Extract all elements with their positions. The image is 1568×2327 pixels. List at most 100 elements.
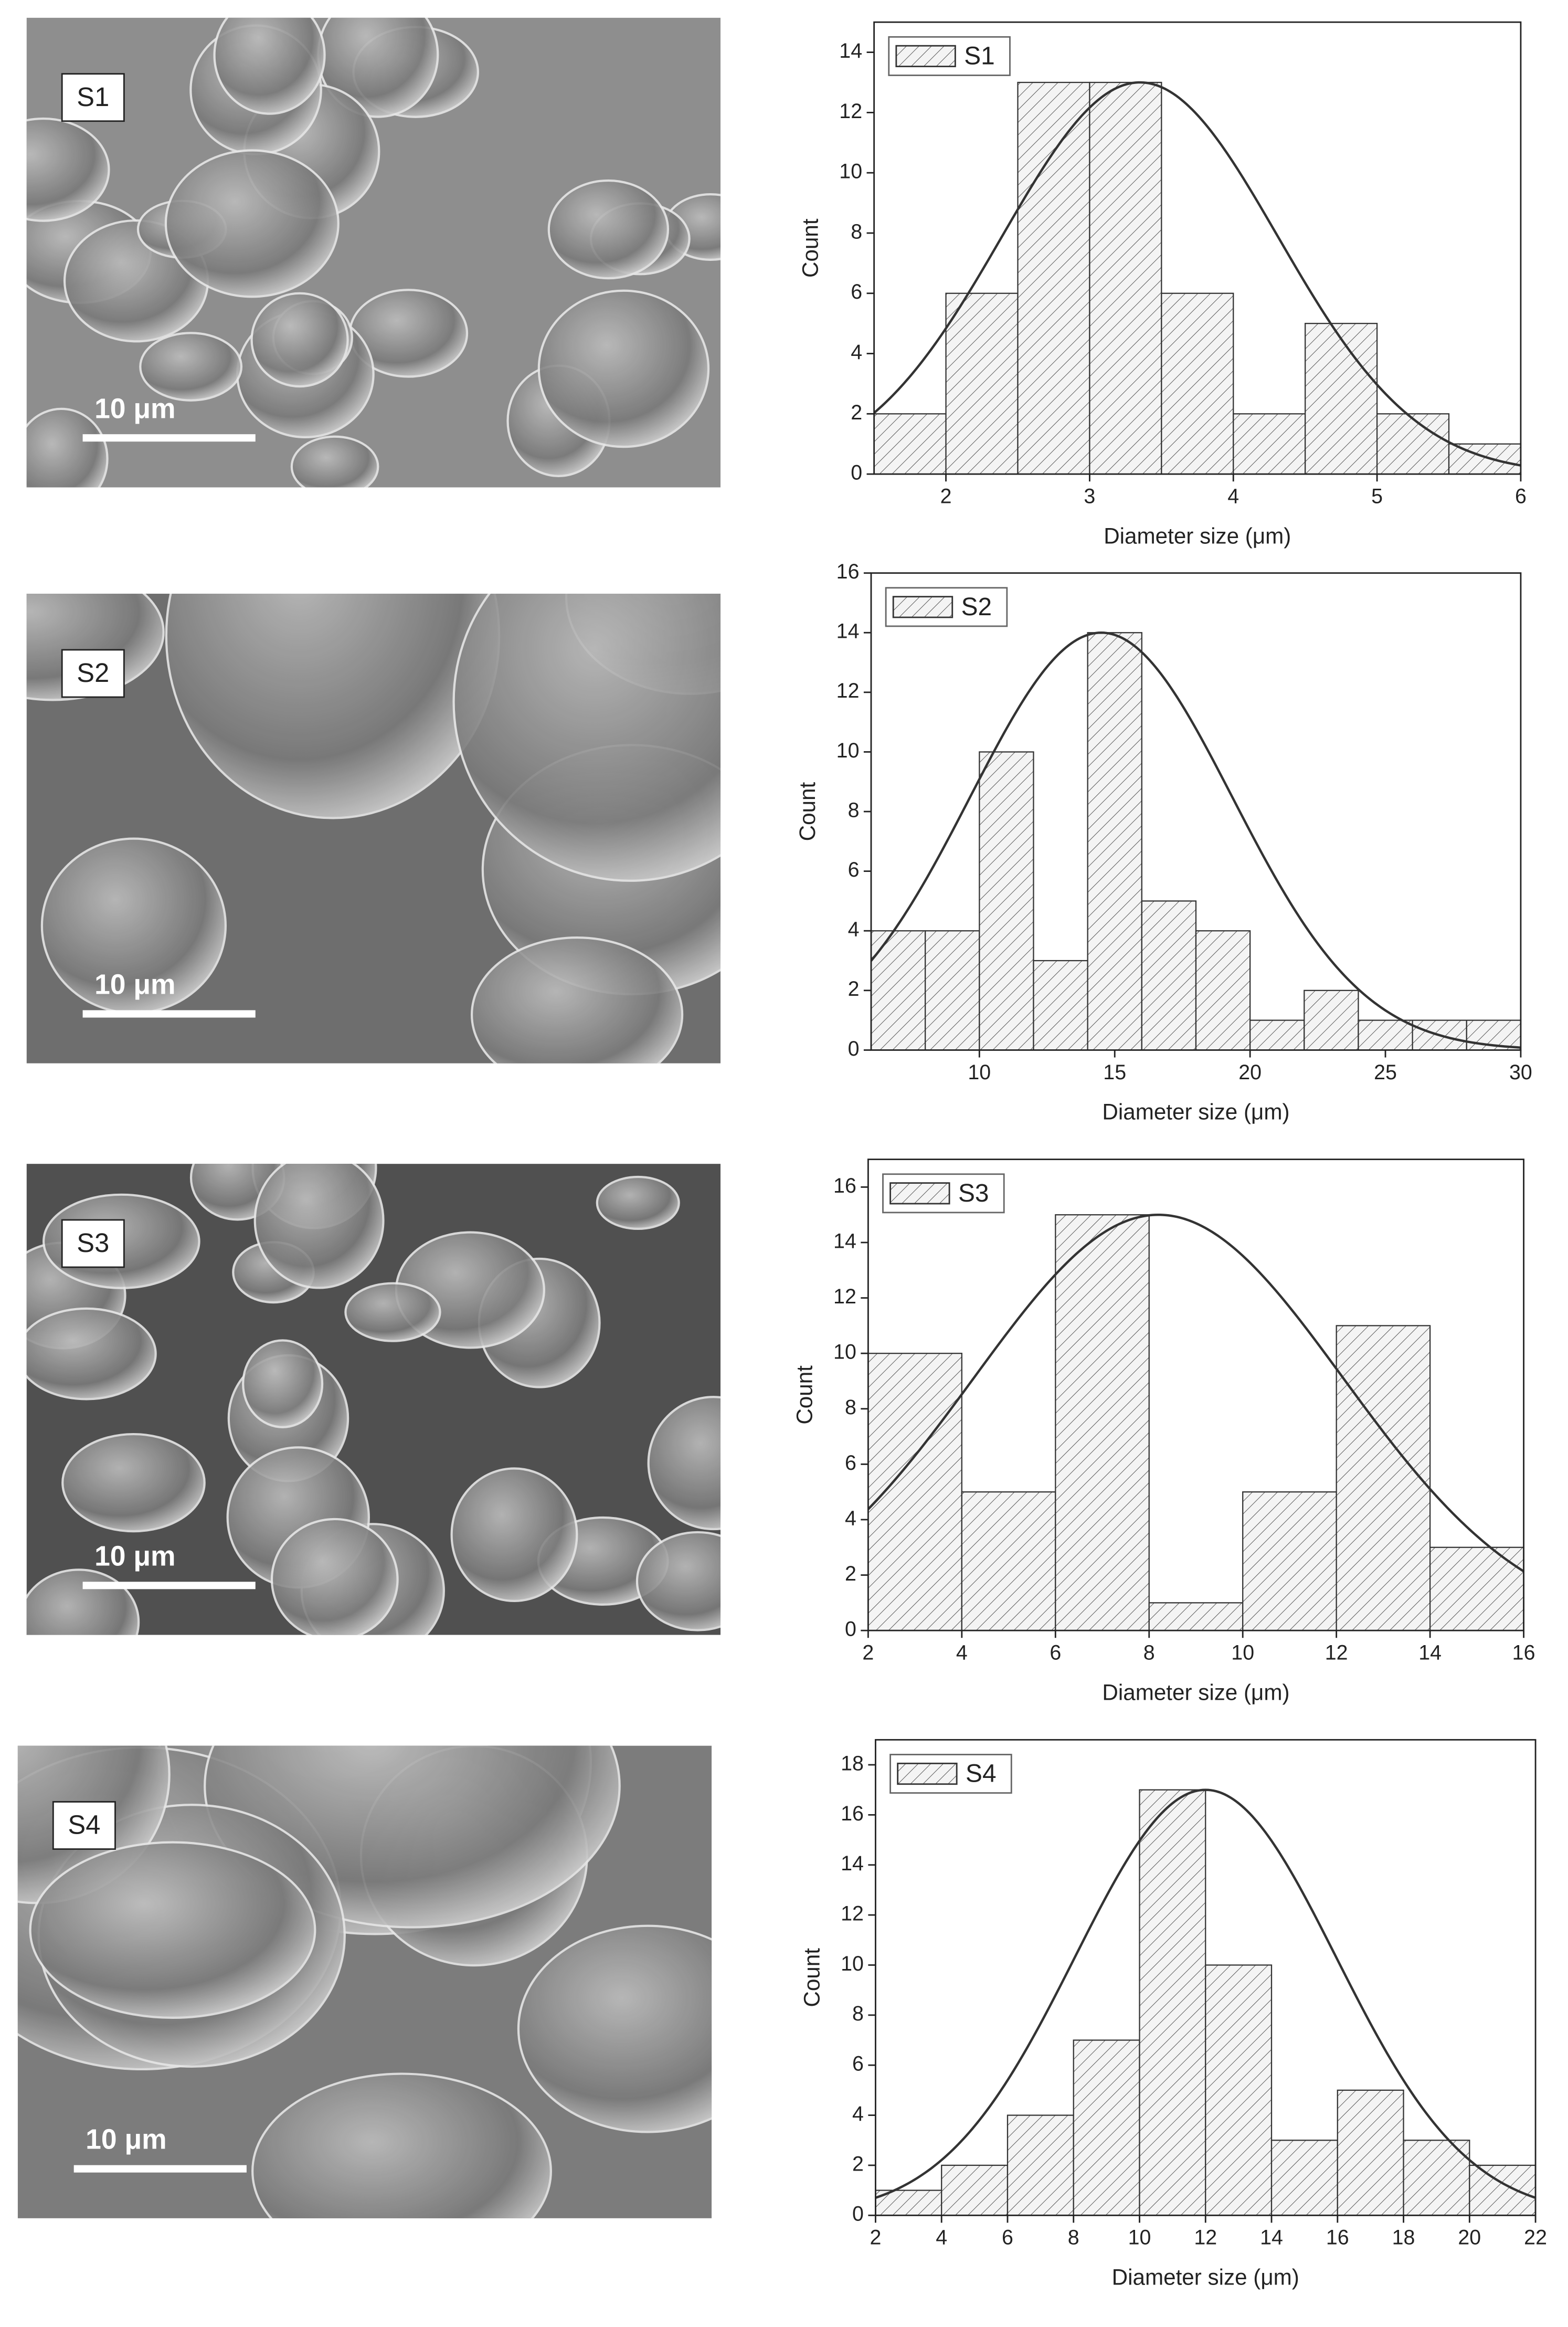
- particle: [450, 1467, 578, 1602]
- y-tick-label: 6: [845, 1451, 856, 1475]
- sem-image: S4 10 μm: [17, 1745, 712, 2218]
- legend-label: S3: [958, 1180, 989, 1207]
- scale-bar-label: 10 μm: [94, 970, 176, 1001]
- bar: [1205, 1964, 1273, 2216]
- particle: [26, 407, 109, 488]
- sem-content: [26, 1164, 721, 1635]
- particle: [26, 594, 165, 701]
- bar: [1033, 960, 1088, 1051]
- bar: [1304, 989, 1359, 1051]
- y-tick-label: 12: [841, 1902, 864, 1925]
- particle: [344, 1282, 441, 1342]
- fit-curve: [874, 81, 1521, 467]
- bar: [1429, 1546, 1524, 1631]
- particle: [647, 1396, 721, 1531]
- particle: [165, 594, 501, 819]
- y-tick-label: 16: [841, 1802, 864, 1825]
- sem-content: [26, 594, 721, 1064]
- x-tick-label: 14: [1260, 2226, 1283, 2249]
- bar: [1305, 323, 1378, 475]
- y-tick-label: 16: [833, 1174, 856, 1197]
- bar: [1469, 2164, 1537, 2216]
- particle: [596, 1175, 680, 1230]
- y-tick-label: 6: [852, 2052, 864, 2076]
- scale-bar-label: 10 μm: [94, 1541, 176, 1572]
- scale-bar: [82, 1582, 256, 1589]
- particle: [61, 1433, 206, 1533]
- y-tick-label: 4: [848, 918, 860, 941]
- bar: [867, 1353, 962, 1631]
- particle: [517, 1924, 712, 2133]
- x-tick-label: 20: [1238, 1061, 1262, 1084]
- scale-bar-label: 10 μm: [86, 2124, 167, 2155]
- particle: [635, 1531, 721, 1631]
- histogram-chart: 0 2 4 6 8 10 12 14 2 3 4 5 6 Diameter size (μm) Count S…: [798, 21, 1527, 548]
- bar: [945, 292, 1019, 475]
- legend-label: S1: [964, 42, 995, 70]
- particle: [537, 289, 710, 448]
- x-tick-label: 5: [1371, 485, 1383, 508]
- sem-image: S2 10 μm: [26, 594, 721, 1064]
- y-tick-label: 12: [836, 679, 860, 702]
- y-tick-label: 0: [851, 461, 862, 485]
- particle: [26, 117, 110, 222]
- bar: [1087, 632, 1142, 1051]
- bar: [1242, 1491, 1337, 1631]
- x-tick-label: 4: [936, 2226, 947, 2249]
- sem-content: [26, 17, 721, 488]
- bar: [870, 930, 926, 1051]
- fit-curve: [868, 1213, 1524, 1573]
- y-axis-label: Count: [799, 1948, 824, 2007]
- x-tick-label: 3: [1084, 485, 1095, 508]
- legend-swatch: [892, 596, 953, 618]
- y-tick-label: 0: [848, 1037, 860, 1060]
- histogram-chart: 0 2 4 6 8 10 12 14 16 10 15 20 25 30 Diameter size (μm…: [795, 560, 1532, 1124]
- y-tick-label: 10: [833, 1341, 856, 1364]
- plot-frame: [867, 1159, 1524, 1631]
- y-tick-label: 4: [852, 2102, 864, 2125]
- x-axis-label: Diameter size (μm): [1104, 523, 1291, 548]
- bar: [873, 413, 947, 475]
- bar: [1148, 1602, 1244, 1631]
- x-axis-label: Diameter size (μm): [1102, 1680, 1289, 1704]
- y-tick-label: 14: [841, 1852, 864, 1875]
- y-tick-label: 8: [848, 798, 860, 822]
- y-tick-label: 10: [836, 739, 860, 762]
- fit-curve: [875, 1788, 1536, 2199]
- y-tick-label: 2: [851, 401, 862, 424]
- x-tick-label: 8: [1068, 2226, 1079, 2249]
- x-tick-label: 20: [1458, 2226, 1481, 2249]
- fit-curve: [871, 631, 1521, 1049]
- particle: [139, 332, 243, 402]
- y-tick-label: 14: [833, 1229, 856, 1252]
- scale-bar-label: 10 μm: [94, 393, 176, 424]
- particle: [253, 1164, 385, 1289]
- x-tick-label: 4: [956, 1641, 968, 1665]
- x-tick-label: 2: [862, 1641, 874, 1665]
- sem-image: S1 10 μm: [26, 17, 721, 488]
- x-tick-label: 2: [940, 485, 952, 508]
- bar: [1376, 413, 1450, 475]
- bar: [1249, 1019, 1305, 1051]
- particle: [164, 149, 340, 298]
- x-tick-label: 10: [1128, 2226, 1151, 2249]
- image-label-box: [52, 1801, 116, 1850]
- y-tick-label: 0: [852, 2203, 864, 2226]
- bar: [1017, 81, 1090, 475]
- x-tick-label: 10: [1231, 1641, 1254, 1665]
- particle: [547, 179, 670, 280]
- bar: [925, 930, 980, 1051]
- image-label-box: [61, 649, 125, 698]
- y-tick-label: 8: [845, 1396, 856, 1419]
- y-tick-label: 12: [833, 1285, 856, 1308]
- plot-frame: [873, 21, 1522, 475]
- x-axis-label: Diameter size (μm): [1102, 1100, 1289, 1124]
- y-tick-label: 18: [841, 1752, 864, 1775]
- legend-swatch: [895, 45, 956, 68]
- y-axis-label: Count: [795, 782, 820, 841]
- bar: [1358, 1019, 1413, 1051]
- y-axis-label: Count: [798, 218, 823, 278]
